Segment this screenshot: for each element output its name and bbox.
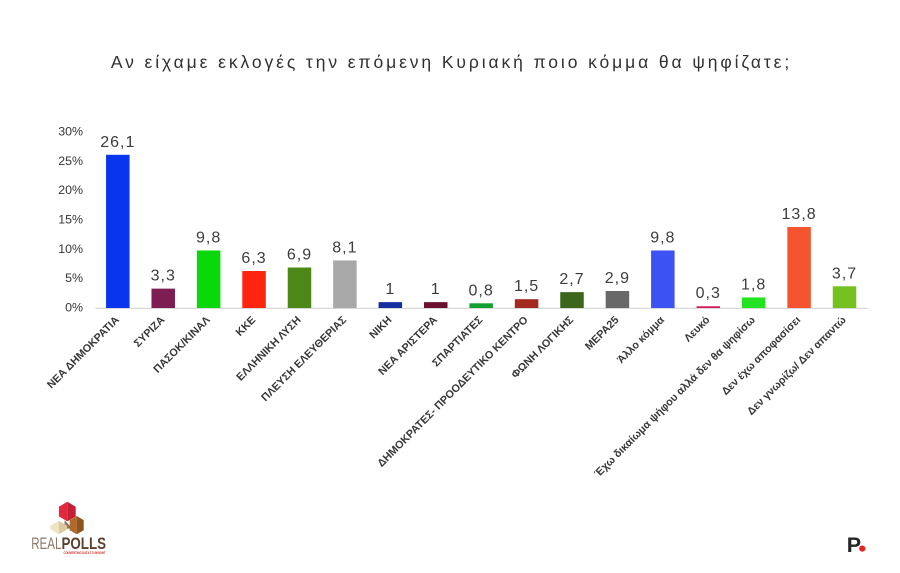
svg-text:9,8: 9,8 xyxy=(196,229,221,246)
svg-text:20%: 20% xyxy=(58,183,83,197)
svg-text:REAL: REAL xyxy=(31,535,61,553)
svg-text:P: P xyxy=(847,533,861,557)
svg-text:8,1: 8,1 xyxy=(332,239,357,256)
svg-text:5%: 5% xyxy=(65,271,83,285)
svg-text:Αν είχαμε εκλογές την επόμενη: Αν είχαμε εκλογές την επόμενη Κυριακή πο… xyxy=(111,52,792,72)
svg-text:6,3: 6,3 xyxy=(241,250,266,267)
svg-text:0,3: 0,3 xyxy=(696,285,721,302)
svg-text:2,7: 2,7 xyxy=(559,271,584,288)
svg-text:6,9: 6,9 xyxy=(287,247,312,264)
svg-text:30%: 30% xyxy=(58,125,83,139)
svg-text:26,1: 26,1 xyxy=(100,134,135,151)
svg-text:3,3: 3,3 xyxy=(151,268,176,285)
svg-text:0,8: 0,8 xyxy=(469,282,494,299)
svg-text:3,7: 3,7 xyxy=(832,265,857,282)
svg-text:1: 1 xyxy=(385,281,395,298)
svg-text:POLLS: POLLS xyxy=(62,535,107,553)
svg-text:1: 1 xyxy=(431,281,441,298)
svg-text:2,9: 2,9 xyxy=(605,270,630,287)
svg-text:25%: 25% xyxy=(58,154,83,168)
svg-text:9,8: 9,8 xyxy=(650,229,675,246)
svg-text:CONVERTING DATA TO INSIGHT: CONVERTING DATA TO INSIGHT xyxy=(64,551,106,555)
svg-text:13,8: 13,8 xyxy=(782,206,817,223)
svg-text:10%: 10% xyxy=(58,242,83,256)
svg-text:15%: 15% xyxy=(58,212,83,226)
svg-text:0%: 0% xyxy=(65,300,83,314)
svg-text:1,5: 1,5 xyxy=(514,278,539,295)
svg-text:1,8: 1,8 xyxy=(741,276,766,293)
